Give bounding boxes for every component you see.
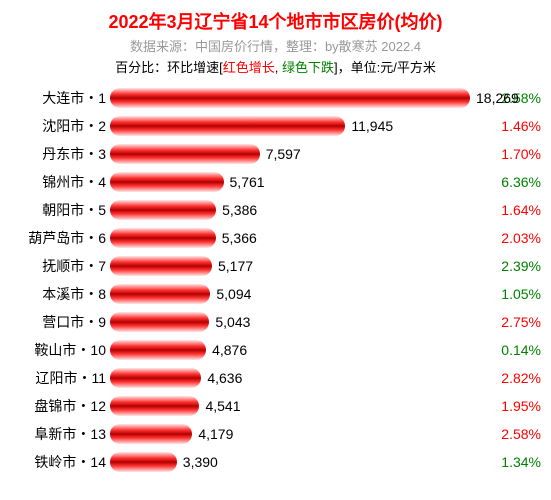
- bar: [110, 144, 260, 164]
- bar-value: 5,761: [230, 174, 265, 190]
- housing-price-chart: 2022年3月辽宁省14个地市市区房价(均价) 数据来源：中国房价行情，整理：b…: [0, 0, 551, 500]
- bar-value: 5,366: [222, 230, 257, 246]
- pct-change: 2.82%: [479, 370, 541, 386]
- bar: [110, 424, 192, 444]
- bar: [110, 228, 216, 248]
- chart-row: 营口市・9 5,043 2.75%: [10, 308, 541, 336]
- chart-row: 阜新市・13 4,179 2.58%: [10, 420, 541, 448]
- bar: [110, 116, 345, 136]
- bar-zone: 7,597: [110, 140, 479, 168]
- chart-rows: 大连市・118,2692.58%沈阳市・211,9451.46%丹东市・37,5…: [10, 84, 541, 476]
- bar-zone: 5,761: [110, 168, 479, 196]
- bar-value: 5,177: [218, 258, 253, 274]
- chart-note: 百分比：环比增速[红色增长, 绿色下跌]，单位:元/平方米: [10, 57, 541, 76]
- bar: [110, 368, 201, 388]
- note-inc: 红色增长: [223, 60, 275, 75]
- row-label: 阜新市・13: [10, 424, 110, 444]
- note-sep: ,: [275, 60, 282, 75]
- bar-value: 5,094: [216, 286, 251, 302]
- pct-change: 1.05%: [479, 286, 541, 302]
- pct-change: 2.03%: [479, 230, 541, 246]
- bar-value: 4,179: [198, 426, 233, 442]
- bar-zone: 5,366: [110, 224, 479, 252]
- bar-zone: 4,636: [110, 364, 479, 392]
- chart-row: 鞍山市・10 4,876 0.14%: [10, 336, 541, 364]
- bar-zone: 4,179: [110, 420, 479, 448]
- row-label: 朝阳市・5: [10, 200, 110, 220]
- bar-value: 5,386: [222, 202, 257, 218]
- bar: [110, 172, 224, 192]
- pct-change: 1.64%: [479, 202, 541, 218]
- row-label: 大连市・1: [10, 88, 110, 108]
- bar: [110, 200, 216, 220]
- row-label: 抚顺市・7: [10, 256, 110, 276]
- row-label: 鞍山市・10: [10, 340, 110, 360]
- pct-change: 1.70%: [479, 146, 541, 162]
- pct-change: 1.95%: [479, 398, 541, 414]
- note-prefix: 百分比：环比增速[: [115, 60, 223, 75]
- pct-change: 2.75%: [479, 314, 541, 330]
- bar: [110, 88, 470, 108]
- bar-value: 18,269: [476, 90, 519, 106]
- row-label: 盘锦市・12: [10, 396, 110, 416]
- bar-zone: 5,043: [110, 308, 479, 336]
- bar-zone: 11,945: [110, 112, 479, 140]
- chart-row: 辽阳市・11 4,636 2.82%: [10, 364, 541, 392]
- chart-row: 盘锦市・12 4,541 1.95%: [10, 392, 541, 420]
- pct-change: 1.34%: [479, 454, 541, 470]
- chart-row: 大连市・118,2692.58%: [10, 84, 541, 112]
- note-dec: 绿色下跌: [282, 60, 334, 75]
- row-label: 沈阳市・2: [10, 116, 110, 136]
- row-label: 葫芦岛市・6: [10, 228, 110, 248]
- chart-title: 2022年3月辽宁省14个地市市区房价(均价): [10, 8, 541, 34]
- bar-zone: 4,876: [110, 336, 479, 364]
- note-suffix: ]，单位:元/平方米: [334, 60, 436, 75]
- bar: [110, 256, 212, 276]
- row-label: 锦州市・4: [10, 172, 110, 192]
- pct-change: 2.58%: [479, 426, 541, 442]
- row-label: 本溪市・8: [10, 284, 110, 304]
- bar-value: 3,390: [183, 454, 218, 470]
- bar: [110, 452, 177, 472]
- bar-value: 4,876: [212, 342, 247, 358]
- chart-row: 丹东市・3 7,597 1.70%: [10, 140, 541, 168]
- pct-change: 2.39%: [479, 258, 541, 274]
- bar-zone: 3,390: [110, 448, 479, 476]
- bar-value: 5,043: [215, 314, 250, 330]
- chart-row: 铁岭市・14 3,390 1.34%: [10, 448, 541, 476]
- bar-zone: 5,177: [110, 252, 479, 280]
- pct-change: 0.14%: [479, 342, 541, 358]
- pct-change: 1.46%: [479, 118, 541, 134]
- bar-value: 4,636: [207, 370, 242, 386]
- bar-value: 4,541: [205, 398, 240, 414]
- chart-row: 朝阳市・5 5,386 1.64%: [10, 196, 541, 224]
- bar-zone: 18,269: [110, 84, 479, 112]
- bar-value: 7,597: [266, 146, 301, 162]
- bar: [110, 284, 210, 304]
- bar: [110, 312, 209, 332]
- chart-row: 抚顺市・7 5,177 2.39%: [10, 252, 541, 280]
- bar-zone: 5,386: [110, 196, 479, 224]
- row-label: 辽阳市・11: [10, 368, 110, 388]
- bar: [110, 340, 206, 360]
- chart-row: 沈阳市・2 11,945 1.46%: [10, 112, 541, 140]
- bar-zone: 5,094: [110, 280, 479, 308]
- row-label: 铁岭市・14: [10, 452, 110, 472]
- chart-row: 锦州市・4 5,761 6.36%: [10, 168, 541, 196]
- chart-subtitle: 数据来源：中国房价行情，整理：by散寒苏 2022.4: [10, 36, 541, 55]
- chart-row: 葫芦岛市・6 5,366 2.03%: [10, 224, 541, 252]
- bar-zone: 4,541: [110, 392, 479, 420]
- bar-value: 11,945: [351, 118, 393, 134]
- row-label: 营口市・9: [10, 312, 110, 332]
- row-label: 丹东市・3: [10, 144, 110, 164]
- pct-change: 6.36%: [479, 174, 541, 190]
- chart-row: 本溪市・8 5,094 1.05%: [10, 280, 541, 308]
- bar: [110, 396, 199, 416]
